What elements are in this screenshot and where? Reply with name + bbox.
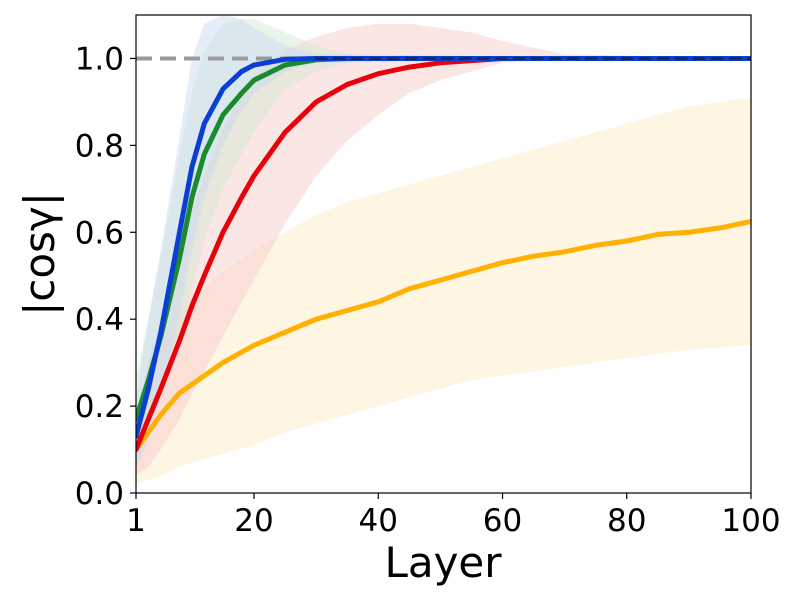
x-axis-title: Layer: [384, 538, 502, 587]
series-1-band: [136, 97, 751, 485]
y-tick-label: 1.0: [75, 41, 124, 77]
x-tick-label: 1: [126, 503, 146, 539]
x-axis: 1 20 40 60 80 100: [126, 493, 781, 539]
series-4-line: [136, 56, 751, 439]
y-tick-label: 0.8: [75, 128, 124, 164]
y-axis-title: |cosγ|: [15, 192, 64, 316]
plot-frame: [135, 14, 752, 494]
x-tick-label: 20: [234, 503, 273, 539]
series-2-band: [136, 23, 751, 476]
y-tick-label: 0.2: [75, 389, 124, 425]
y-axis: 0.0 0.2 0.4 0.6 0.8 1.0: [75, 41, 136, 512]
y-tick-label: 0.4: [75, 302, 124, 338]
y-tick-label: 0.0: [75, 476, 124, 512]
x-tick-label: 80: [607, 503, 646, 539]
series-lines: [136, 56, 751, 452]
x-tick-label: 60: [483, 503, 522, 539]
x-tick-label: 40: [359, 503, 398, 539]
series-1-line: [136, 218, 751, 452]
x-tick-label: 100: [721, 503, 780, 539]
y-tick-label: 0.6: [75, 215, 124, 251]
